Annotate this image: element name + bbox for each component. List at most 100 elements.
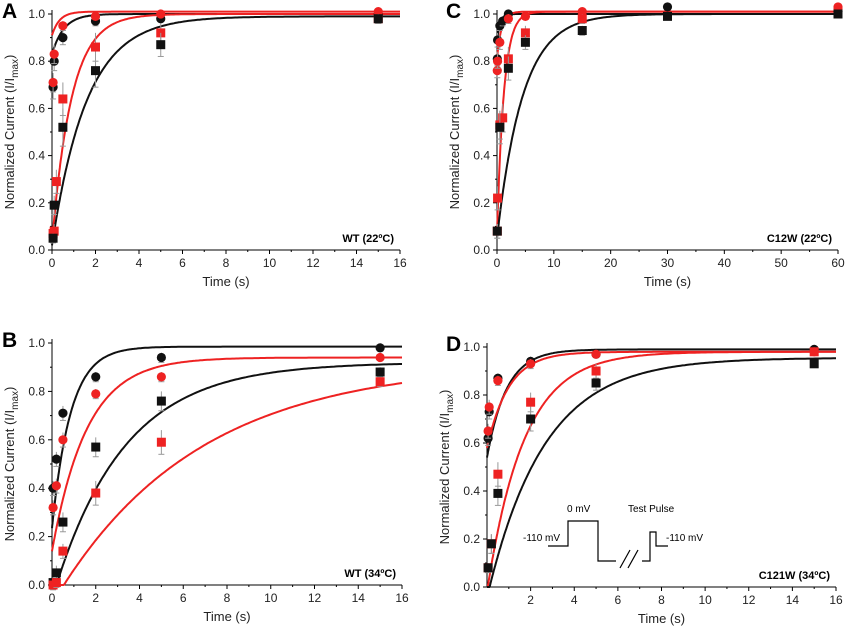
y-tick-label: 0.8: [463, 388, 480, 402]
y-tick-label: 1.0: [28, 7, 45, 21]
y-tick-label: 0.8: [473, 54, 490, 68]
x-tick-label: 12: [306, 256, 320, 270]
panel-letter: C: [446, 0, 461, 23]
data-point-black-circle: [58, 408, 68, 418]
data-point-red-square: [51, 177, 61, 187]
y-axis-title: Normalized Current (I/Imax): [2, 387, 21, 542]
y-axis-title-close: ): [2, 55, 17, 59]
y-tick-label: 1.0: [463, 340, 480, 354]
protocol-trace: [548, 520, 668, 569]
data-point-black-square: [156, 40, 166, 50]
x-tick-label: 8: [658, 593, 665, 607]
data-point-black-circle: [375, 343, 385, 353]
data-point-black-square: [495, 122, 505, 132]
data-point-red-square: [520, 28, 530, 38]
x-tick-label: 6: [180, 591, 187, 605]
y-axis-title-main: Normalized Current (I/I: [437, 413, 452, 544]
data-point-red-square: [58, 94, 68, 104]
data-point-red-circle: [49, 49, 59, 59]
panel-b: B 0 2 4 6 8 10 12 14 16 0.0 0.2 0.4 0.6 0.8 1.0 Time (s)…: [2, 329, 409, 624]
data-point-black-square: [492, 226, 502, 236]
y-tick-label: 0.0: [473, 243, 490, 257]
x-tick-label: 10: [264, 591, 278, 605]
x-tick-label: 4: [136, 591, 143, 605]
x-tick-label: 4: [571, 593, 578, 607]
y-tick-label: 0.2: [473, 196, 490, 210]
data-point-red-square: [91, 42, 100, 52]
y-axis-title-subscript: max: [445, 394, 456, 413]
data-point-red-circle: [91, 389, 101, 399]
panel-a: A 0 2 4 6 8 10 12 14 16 0.0 0.2 0.4 0.6 0.8 1.0 Time (s)…: [2, 0, 407, 289]
x-tick-label: 10: [698, 593, 712, 607]
fit-curve-red-circle: [51, 356, 402, 552]
fit-curve-red-square: [486, 350, 836, 588]
data-point-black-square: [520, 37, 530, 47]
data-point-red-circle: [591, 349, 601, 359]
data-point-black-square: [833, 9, 843, 19]
protocol-label-holding-left: -110 mV: [523, 533, 560, 544]
data-point-black-square: [48, 233, 58, 243]
voltage-protocol-inset: -110 mV 0 mV Test Pulse -110 mV: [523, 504, 703, 569]
data-point-red-square: [156, 28, 166, 38]
panel-letter: D: [446, 333, 461, 356]
data-point-red-circle: [156, 372, 166, 382]
y-tick-label: 1.0: [473, 7, 490, 21]
x-axis-title: Time (s): [203, 609, 250, 624]
fit-curve-red-circle: [51, 10, 400, 36]
data-point-black-square: [526, 414, 536, 424]
data-point-black-square: [58, 122, 68, 132]
data-point-black-circle: [58, 33, 68, 43]
fit-curve-black-square: [487, 357, 836, 588]
fit-curve-red-square: [52, 382, 403, 586]
x-tick-label: 0: [49, 256, 56, 270]
x-tick-label: 16: [829, 593, 843, 607]
x-tick-label: 16: [395, 591, 409, 605]
data-point-black-circle: [662, 2, 673, 12]
y-tick-label: 0.6: [463, 436, 480, 450]
y-tick-label: 0.0: [28, 578, 45, 592]
x-tick-label: 12: [308, 591, 322, 605]
data-point-black-square: [58, 517, 68, 527]
data-point-black-circle: [91, 372, 101, 382]
data-point-red-square: [498, 113, 508, 123]
y-axis-title-close: ): [447, 55, 462, 59]
data-point-black-square: [373, 14, 383, 24]
data-point-red-circle: [375, 352, 385, 363]
y-axis-title-subscript: max: [10, 391, 21, 410]
fit-curve-black-square: [51, 15, 400, 246]
x-tick-label: 6: [615, 593, 622, 607]
y-tick-label: 0.6: [28, 433, 45, 447]
x-tick-label: 10: [547, 256, 561, 270]
x-tick-label: 14: [352, 591, 366, 605]
y-tick-label: 0.6: [473, 101, 490, 115]
fit-curve-black-circle: [486, 348, 836, 458]
x-tick-label: 2: [92, 256, 99, 270]
condition-label: WT (22ºC): [342, 233, 394, 245]
data-point-black-square: [809, 359, 819, 369]
data-point-red-square: [591, 366, 601, 376]
y-tick-label: 0.0: [28, 243, 45, 257]
x-tick-label: 30: [661, 256, 675, 270]
y-axis-title-subscript: max: [455, 59, 466, 78]
data-point-red-circle: [373, 7, 383, 17]
data-point-black-square: [91, 442, 101, 452]
data-point-black-square: [375, 367, 385, 377]
data-point-red-circle: [520, 11, 531, 21]
panel-letter: B: [2, 329, 17, 352]
x-tick-label: 6: [179, 256, 186, 270]
y-axis-title: Normalized Current (I/Imax): [2, 55, 21, 210]
data-point-red-square: [51, 578, 61, 588]
data-point-red-square: [91, 488, 101, 498]
y-axis-title: Normalized Current (I/Imax): [437, 390, 456, 545]
data-point-red-square: [375, 377, 385, 387]
x-axis-title: Time (s): [638, 611, 685, 626]
protocol-label-holding-right: -110 mV: [666, 533, 703, 544]
x-axis-title: Time (s): [202, 274, 249, 289]
y-axis-title-main: Normalized Current (I/I: [2, 410, 17, 541]
x-tick-label: 12: [742, 593, 756, 607]
data-point-black-square: [156, 396, 166, 406]
y-axis-title-close: ): [2, 387, 17, 391]
fit-curve-black-circle: [51, 345, 402, 529]
y-axis-title-main: Normalized Current (I/I: [447, 78, 462, 209]
data-point-black-square: [591, 378, 601, 388]
